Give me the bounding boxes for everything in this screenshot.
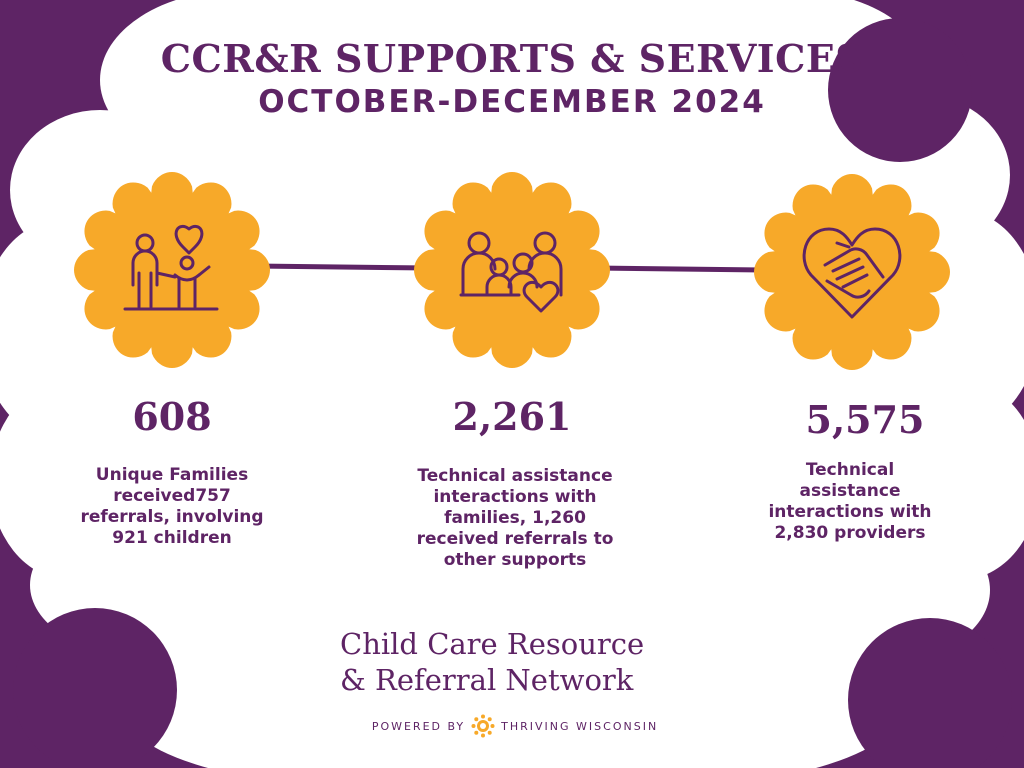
stat-desc-line: 2,830 providers [774,523,926,543]
stat-desc-line: other supports [443,550,587,570]
stat-desc-line: Unique Families [95,465,249,485]
stat-desc-line: referrals, involving [80,507,264,527]
page-subtitle: OCTOBER-DECEMBER 2024 [258,84,766,120]
powered-by-label: POWERED BY [371,719,466,733]
stat-desc-line: received757 [113,486,231,506]
stat-description: Technical assistance interactions with 2… [750,460,950,544]
stat-number: 5,575 [805,397,925,442]
stat-description: Unique Families received757 referrals, i… [62,465,282,549]
org-logo-wordmark: Child Care Resource & Referral Network [340,626,680,698]
sun-logo-icon [471,714,495,738]
stat-desc-line: 921 children [112,528,232,548]
stat-badge-providers [752,172,952,372]
stat-desc-line: interactions with [433,487,597,507]
stat-description: Technical assistance interactions with f… [395,466,635,571]
stat-desc-line: Technical assistance [417,466,613,486]
stat-desc-line: received referrals to [416,529,614,549]
stat-number: 608 [132,394,212,439]
family-group-heart-icon [459,231,563,313]
org-name-line: & Referral Network [340,663,634,697]
stat-badge-families [72,170,272,370]
powered-by-brand: THRIVING WISCONSIN [501,719,659,733]
sun-burst-shape [74,172,270,368]
heart-hands-icon [802,227,902,319]
page-title: CCR&R SUPPORTS & SERVICES [160,36,864,81]
org-name-line: Child Care Resource [340,627,645,661]
stat-desc-line: assistance [799,481,901,501]
powered-by-line: POWERED BY THRIVING WISCONSIN [340,714,690,738]
stat-badge-family-ta [412,170,612,370]
sun-burst-shape [414,172,610,368]
stat-desc-line: families, 1,260 [444,508,586,528]
stat-number: 2,261 [452,394,572,439]
stat-desc-line: Technical [805,460,895,480]
stat-desc-line: interactions with [768,502,932,522]
family-heart-icon [123,224,219,311]
